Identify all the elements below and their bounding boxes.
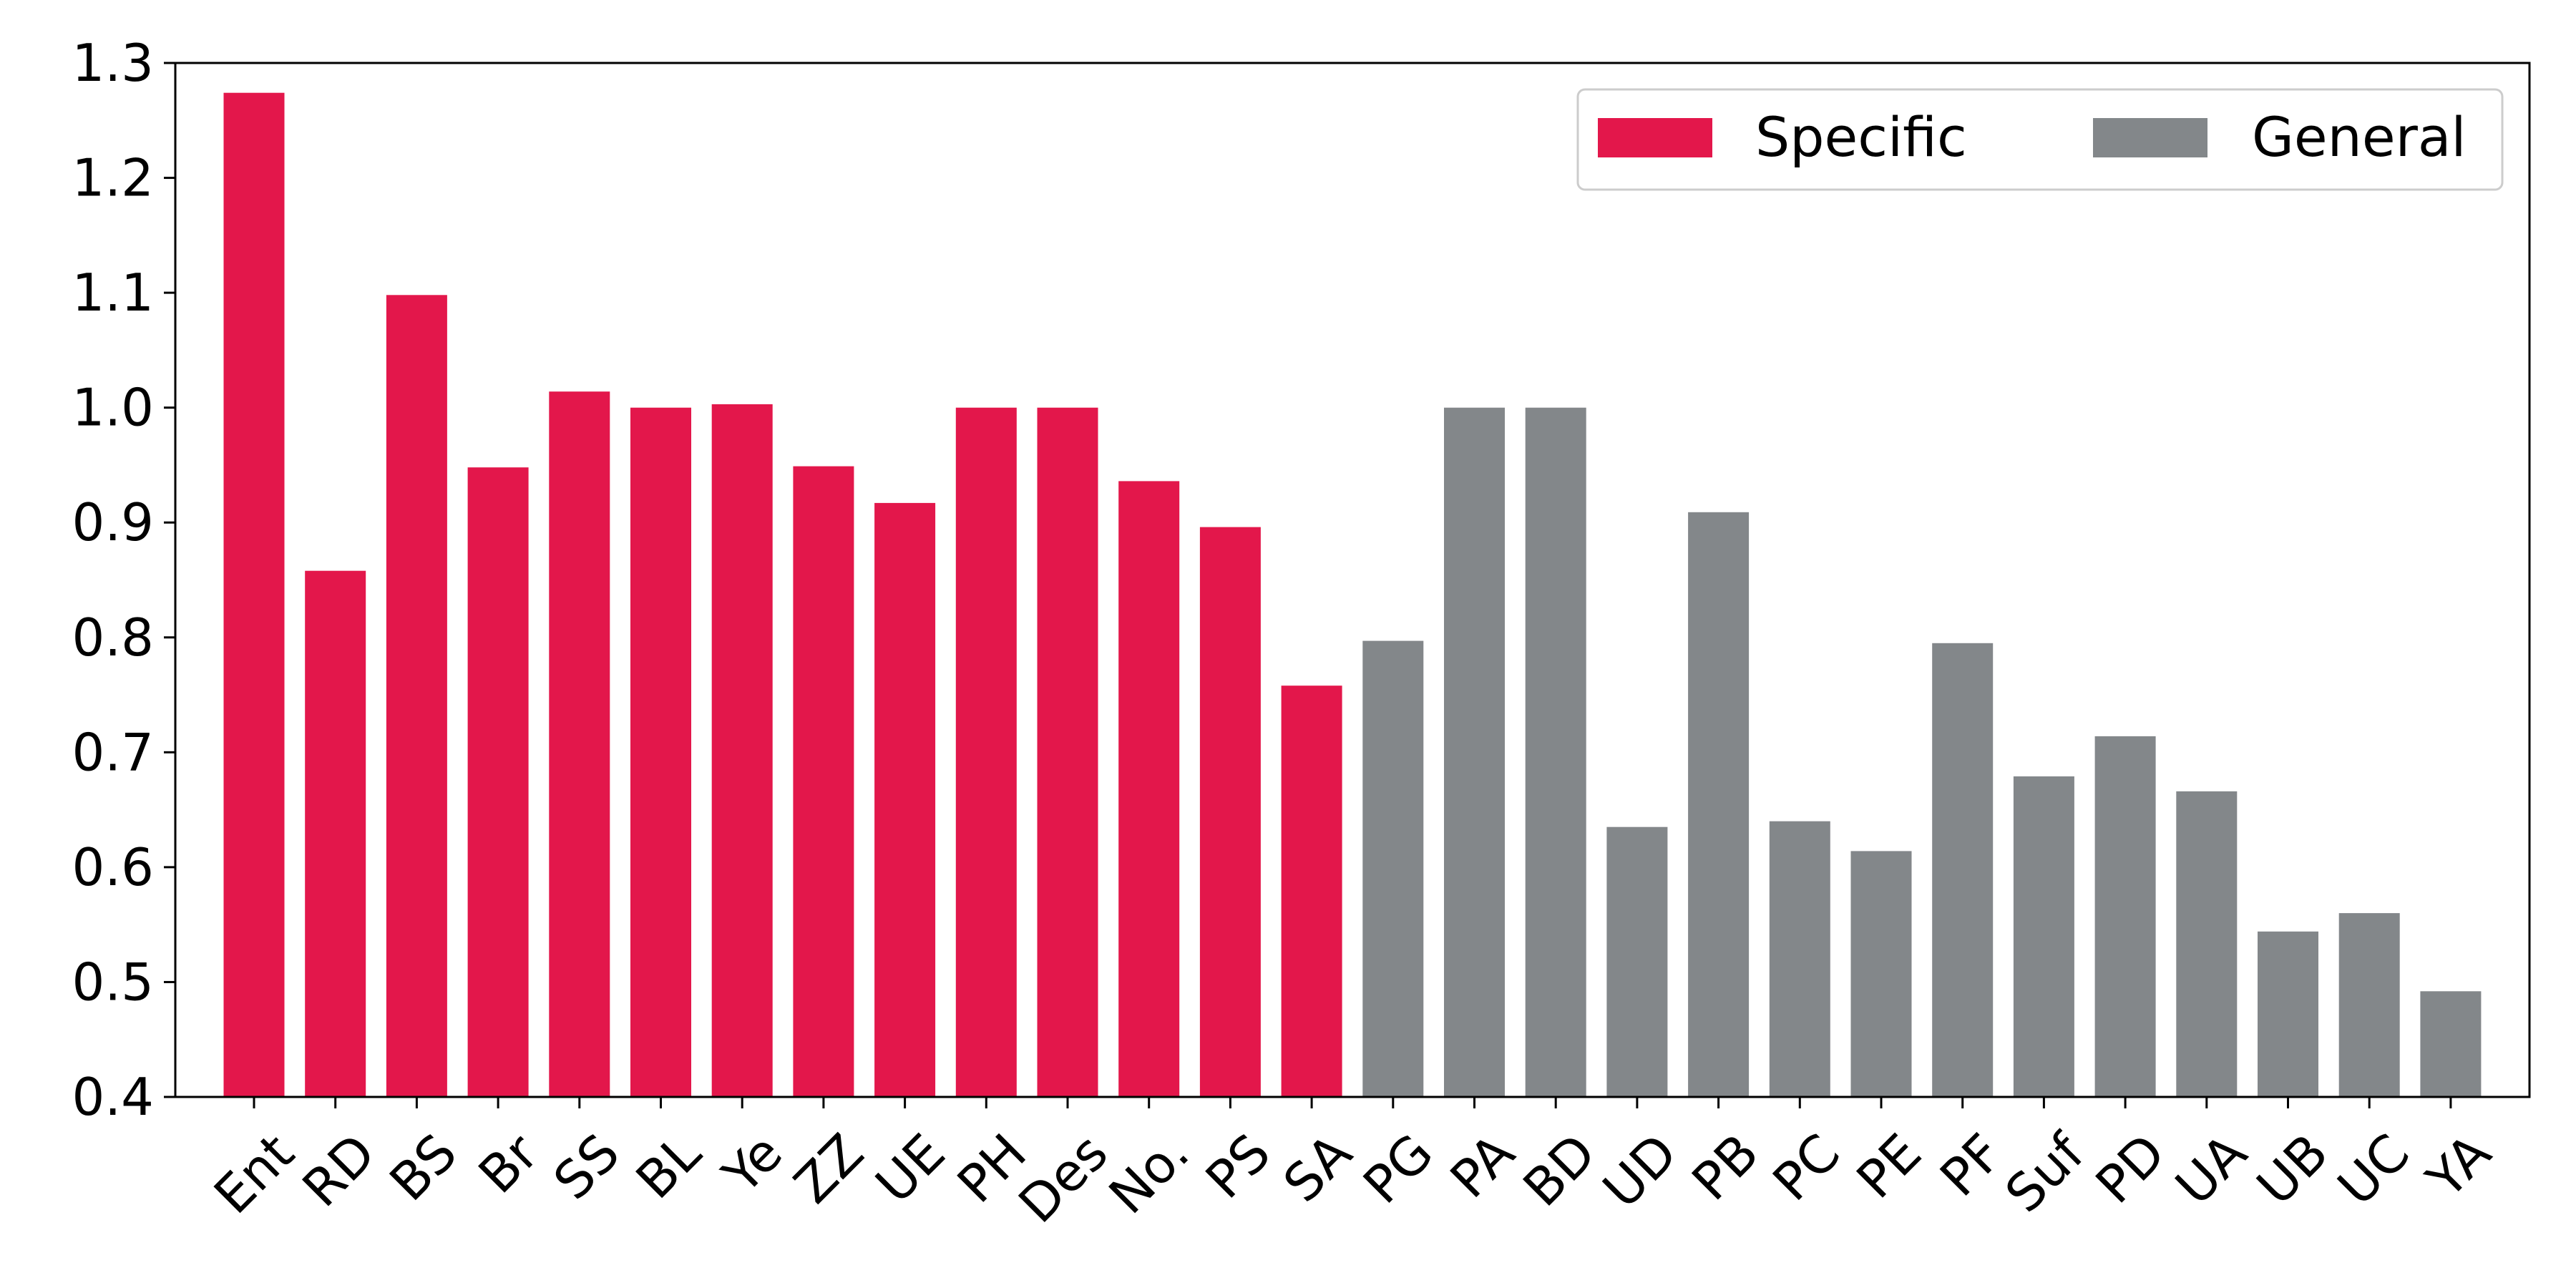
bar-bs [386, 295, 447, 1097]
bar-suf [2013, 776, 2074, 1097]
legend-frame [1576, 88, 2504, 191]
legend-label-general: General [2252, 105, 2467, 169]
bar-ua [2176, 791, 2238, 1097]
x-tick-label-ua: UA [2164, 1123, 2258, 1216]
y-tick-label: 0.5 [72, 952, 154, 1012]
x-tick-label-ent: Ent [203, 1123, 306, 1226]
x-tick-label-ya: YA [2415, 1123, 2502, 1210]
legend: Specific General [1576, 88, 2504, 191]
x-tick-label-suf: Suf [1994, 1121, 2096, 1224]
bar-br [467, 467, 529, 1097]
x-tick-label-no: No. [1098, 1123, 1201, 1226]
x-tick-label-pe: PE [1845, 1123, 1933, 1210]
x-tick-label-pf: PF [1928, 1123, 2014, 1208]
bar-ya [2420, 991, 2482, 1097]
bar-zz [793, 466, 854, 1097]
y-tick-label: 0.9 [72, 492, 154, 552]
y-tick-label: 1.1 [72, 263, 154, 323]
bar-pf [1932, 643, 1994, 1097]
bar-pc [1769, 821, 1830, 1097]
legend-swatch-specific [1598, 118, 1712, 157]
bar-uc [2338, 913, 2400, 1097]
x-tick-label-bl: BL [625, 1123, 713, 1211]
bar-bl [630, 407, 691, 1097]
x-tick-label-ub: UB [2245, 1123, 2340, 1217]
bar-sa [1281, 686, 1342, 1097]
bar-pg [1362, 640, 1424, 1097]
y-axis: 0.4 0.5 0.6 0.7 0.8 0.9 1.0 1.1 1.2 1.3 [72, 33, 175, 1127]
legend-label-specific: Specific [1755, 105, 1967, 169]
x-tick-label-zz: ZZ [783, 1123, 875, 1215]
bar-ue [874, 502, 936, 1097]
y-tick-label: 1.0 [72, 378, 154, 438]
x-tick-label-rd: RD [291, 1123, 387, 1219]
bar-des [1037, 407, 1098, 1097]
x-tick-label-ye: Ye [711, 1123, 794, 1206]
bar-pd [2094, 736, 2156, 1097]
x-tick-label-ue: UE [864, 1123, 957, 1215]
x-tick-label-pd: PD [2084, 1123, 2177, 1215]
legend-swatch-general [2093, 118, 2207, 157]
y-tick-label: 1.3 [72, 33, 154, 93]
bar-pa [1444, 407, 1505, 1097]
bars-group [223, 92, 2482, 1098]
x-tick-label-bd: BD [1512, 1123, 1608, 1219]
bar-ent [223, 92, 285, 1098]
y-tick-label: 1.2 [72, 148, 154, 208]
y-tick-label: 0.7 [72, 722, 154, 782]
bar-ss [549, 391, 610, 1097]
x-tick-label-pa: PA [1439, 1123, 1526, 1210]
x-tick-label-ud: UD [1591, 1123, 1689, 1220]
x-tick-label-ps: PS [1194, 1123, 1282, 1210]
y-tick-label: 0.4 [72, 1067, 154, 1127]
bar-bd [1525, 407, 1586, 1097]
bar-ph [955, 407, 1017, 1097]
x-tick-label-ss: SS [542, 1123, 631, 1211]
x-axis: EntRDBSBrSSBLYeZZUEPHDesNo.PSSAPGPABDUDP… [203, 1097, 2502, 1234]
bar-pb [1688, 512, 1750, 1097]
bar-ub [2258, 931, 2318, 1097]
bar-rd [305, 570, 366, 1097]
x-tick-label-br: Br [467, 1122, 550, 1205]
y-tick-label: 0.8 [72, 608, 154, 668]
bar-ps [1199, 527, 1261, 1097]
bar-pe [1850, 851, 1912, 1097]
bar-no [1118, 481, 1180, 1097]
bar-ud [1606, 826, 1668, 1097]
x-tick-label-pg: PG [1352, 1123, 1445, 1216]
x-tick-label-pb: PB [1680, 1123, 1770, 1212]
plot-frame [174, 62, 2531, 1098]
y-tick-label: 0.6 [72, 837, 154, 897]
bar-ye [711, 404, 773, 1097]
x-tick-label-sa: SA [1272, 1123, 1363, 1214]
x-tick-label-bs: BS [379, 1123, 469, 1213]
x-tick-label-uc: UC [2326, 1123, 2421, 1217]
x-tick-label-pc: PC [1762, 1123, 1852, 1213]
